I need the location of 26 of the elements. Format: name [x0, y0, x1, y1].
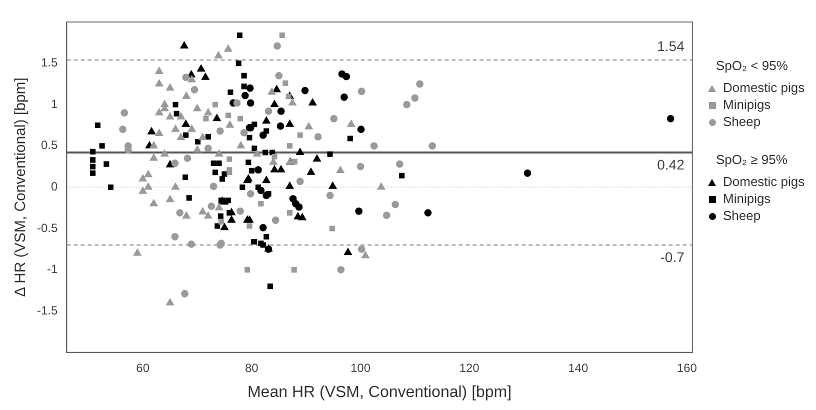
x-tick-label: 120	[459, 360, 480, 375]
legend-label: Sheep	[723, 114, 761, 129]
legend-label: Domestic pigs	[723, 80, 805, 95]
x-tick-label: 140	[568, 360, 588, 375]
x-tick-label: 160	[676, 360, 698, 375]
y-tick-label: 0.5	[40, 138, 58, 152]
ref-line-label: 1.54	[657, 38, 685, 54]
y-tick-label: 1	[50, 96, 58, 111]
legend-label: Minipigs	[723, 191, 771, 206]
legend-label: Domestic pigs	[723, 174, 805, 189]
x-axis-title: Mean HR (VSM, Conventional) [bpm]	[247, 384, 512, 401]
y-tick-label: 0	[50, 180, 58, 194]
y-tick-label: -1	[47, 262, 58, 276]
y-axis-title: Δ HR (VSM, Conventional) [bpm]	[12, 78, 30, 297]
ref-line-label: 0.42	[657, 156, 685, 172]
text: SpO₂ ≥ 95%	[716, 152, 788, 167]
y-tick-label: -0.5	[36, 220, 58, 235]
text: SpO₂ < 95%	[716, 58, 789, 73]
y-tick-label: -1.5	[36, 303, 58, 318]
x-tick-label: 60	[136, 360, 150, 375]
x-tick-label: 80	[244, 360, 259, 375]
ref-line-label: -0.7	[660, 248, 685, 265]
x-tick-label: 100	[350, 360, 371, 375]
y-tick-label: 1.5	[40, 56, 58, 70]
legend-label: Sheep	[723, 208, 761, 223]
legend-label: Minipigs	[723, 97, 771, 112]
